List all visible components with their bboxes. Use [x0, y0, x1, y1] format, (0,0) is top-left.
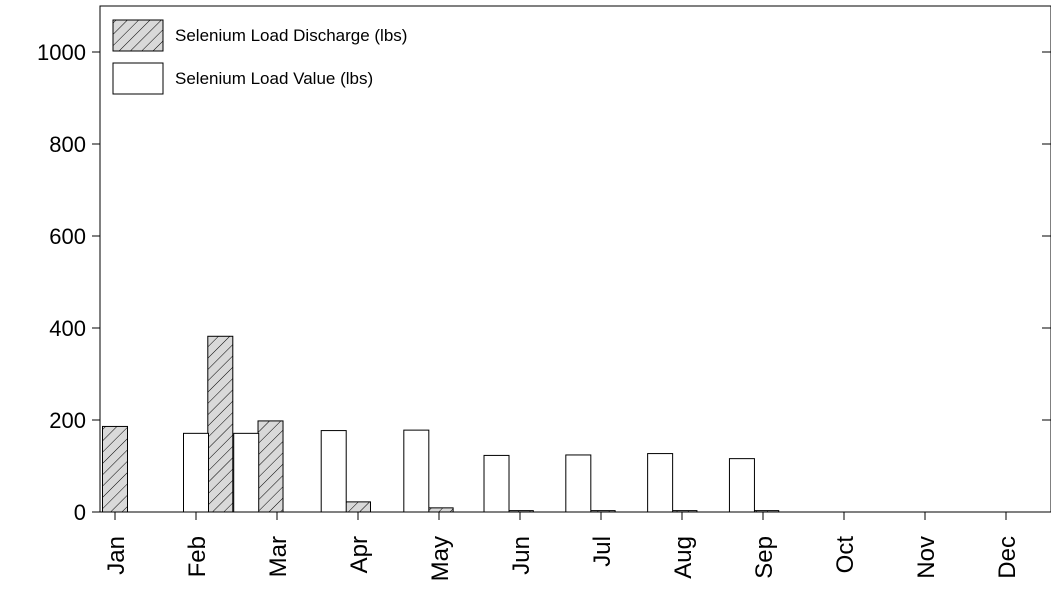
x-tick-label: Dec: [994, 536, 1021, 579]
value-bar: [483, 454, 510, 513]
x-tick-label: Feb: [184, 536, 211, 577]
discharge-bar: [257, 420, 284, 513]
value-bar: [320, 430, 347, 513]
value-bar: [183, 432, 209, 513]
x-tick-label: Aug: [670, 536, 697, 579]
value-bar: [233, 432, 260, 513]
value-bar: [403, 429, 430, 513]
y-tick-label: 200: [49, 408, 86, 433]
legend-label: Selenium Load Discharge (lbs): [175, 26, 407, 45]
x-tick-label: May: [427, 536, 454, 581]
discharge-bar: [207, 335, 234, 513]
plot-frame: [99, 5, 1051, 513]
value-bar: [565, 454, 592, 513]
x-tick-label: Jul: [589, 536, 616, 567]
discharge-bar: [345, 501, 371, 513]
x-tick-label: Apr: [346, 536, 373, 573]
legend: Selenium Load Discharge (lbs) Selenium Lo…: [112, 19, 407, 95]
discharge-bar: [427, 507, 454, 513]
y-tick-label: 0: [74, 500, 86, 525]
x-tick-label: Jan: [103, 536, 130, 575]
x-tick-label: Mar: [265, 536, 292, 577]
x-tick-label: Oct: [832, 536, 859, 574]
y-tick-label: 800: [49, 132, 86, 157]
legend-label: Selenium Load Value (lbs): [175, 69, 373, 88]
x-tick-label: Nov: [913, 536, 940, 579]
discharge-bar: [102, 425, 128, 513]
bars-layer: [102, 335, 780, 513]
legend-swatch: [112, 62, 164, 95]
legend-swatch: [112, 19, 164, 52]
y-tick-label: 1000: [37, 40, 86, 65]
value-bar: [647, 453, 674, 513]
value-bar: [728, 458, 755, 513]
x-tick-label: Sep: [751, 536, 778, 579]
y-tick-label: 600: [49, 224, 86, 249]
x-tick-label: Jun: [508, 536, 535, 575]
axis-layer: 0 200 400 600 800 1000 Jan Feb Mar Apr May Jun Jul Au…: [37, 40, 1051, 581]
y-tick-label: 400: [49, 316, 86, 341]
